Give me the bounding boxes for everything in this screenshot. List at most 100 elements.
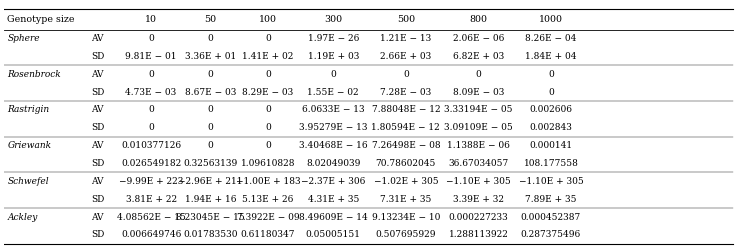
Text: 8.29E − 03: 8.29E − 03 [242,88,294,97]
Text: 0: 0 [148,34,154,43]
Text: −2.96E + 211: −2.96E + 211 [178,177,242,186]
Text: AV: AV [91,212,104,222]
Text: 0.287375496: 0.287375496 [521,230,581,239]
Text: 0: 0 [207,34,213,43]
Text: 1.97E − 26: 1.97E − 26 [307,34,359,43]
Text: Griewank: Griewank [7,141,52,150]
Text: −9.99E + 223: −9.99E + 223 [119,177,183,186]
Text: 1.94E + 16: 1.94E + 16 [185,195,236,204]
Text: SD: SD [91,123,105,132]
Text: 0.507695929: 0.507695929 [375,230,436,239]
Text: 0: 0 [476,70,481,79]
Text: 1.41E + 02: 1.41E + 02 [242,52,294,61]
Text: 0: 0 [207,70,213,79]
Text: 8.02049039: 8.02049039 [306,159,361,168]
Text: 8.49609E − 14: 8.49609E − 14 [299,212,368,222]
Text: −1.00E + 183: −1.00E + 183 [236,177,301,186]
Text: 0: 0 [148,70,154,79]
Text: 3.39E + 32: 3.39E + 32 [453,195,504,204]
Text: AV: AV [91,141,104,150]
Text: Schwefel: Schwefel [7,177,49,186]
Text: 1.09610828: 1.09610828 [241,159,295,168]
Text: 0.002843: 0.002843 [530,123,572,132]
Text: 0: 0 [148,106,154,114]
Text: 9.81E − 01: 9.81E − 01 [126,52,177,61]
Text: 4.73E − 03: 4.73E − 03 [126,88,177,97]
Text: 108.177558: 108.177558 [524,159,578,168]
Text: 3.81E + 22: 3.81E + 22 [126,195,177,204]
Text: 1.288113922: 1.288113922 [449,230,509,239]
Text: 7.3922E − 09: 7.3922E − 09 [237,212,299,222]
Text: 6.82E + 03: 6.82E + 03 [453,52,504,61]
Text: 6.0633E − 13: 6.0633E − 13 [302,106,364,114]
Text: 0: 0 [403,70,408,79]
Text: 4.08562E − 15: 4.08562E − 15 [117,212,186,222]
Text: 7.89E + 35: 7.89E + 35 [525,195,577,204]
Text: 4.31E + 35: 4.31E + 35 [307,195,359,204]
Text: Rastrigin: Rastrigin [7,106,49,114]
Text: 0: 0 [207,141,213,150]
Text: SD: SD [91,52,105,61]
Text: 9.13234E − 10: 9.13234E − 10 [372,212,440,222]
Text: AV: AV [91,34,104,43]
Text: 0: 0 [266,123,271,132]
Text: 0.01783530: 0.01783530 [183,230,238,239]
Text: 70.78602045: 70.78602045 [375,159,436,168]
Text: 0: 0 [266,34,271,43]
Text: 800: 800 [470,15,488,24]
Text: 0.32563139: 0.32563139 [183,159,237,168]
Text: −2.37E + 306: −2.37E + 306 [301,177,366,186]
Text: SD: SD [91,195,105,204]
Text: 0.002606: 0.002606 [530,106,572,114]
Text: 3.95279E − 13: 3.95279E − 13 [299,123,367,132]
Text: 0.026549182: 0.026549182 [121,159,181,168]
Text: 0: 0 [148,123,154,132]
Text: 50: 50 [204,15,216,24]
Text: 0: 0 [266,141,271,150]
Text: 1.55E − 02: 1.55E − 02 [307,88,359,97]
Text: SD: SD [91,230,105,239]
Text: 0: 0 [207,123,213,132]
Text: 1.21E − 13: 1.21E − 13 [380,34,432,43]
Text: 0.000141: 0.000141 [530,141,572,150]
Text: 0.000452387: 0.000452387 [521,212,581,222]
Text: 8.23045E − 15: 8.23045E − 15 [176,212,245,222]
Text: SD: SD [91,159,105,168]
Text: 2.66E + 03: 2.66E + 03 [380,52,432,61]
Text: −1.10E + 305: −1.10E + 305 [446,177,511,186]
Text: 0: 0 [548,88,554,97]
Text: 0.05005151: 0.05005151 [306,230,361,239]
Text: 2.06E − 06: 2.06E − 06 [453,34,504,43]
Text: Sphere: Sphere [7,34,40,43]
Text: 10: 10 [145,15,157,24]
Text: 8.67E − 03: 8.67E − 03 [185,88,236,97]
Text: 0: 0 [548,70,554,79]
Text: 3.09109E − 05: 3.09109E − 05 [444,123,513,132]
Text: 0: 0 [266,106,271,114]
Text: 0: 0 [331,70,336,79]
Text: 7.28E − 03: 7.28E − 03 [380,88,432,97]
Text: 1.1388E − 06: 1.1388E − 06 [447,141,510,150]
Text: 7.88048E − 12: 7.88048E − 12 [372,106,440,114]
Text: 3.40468E − 16: 3.40468E − 16 [299,141,367,150]
Text: Genotype size: Genotype size [7,15,75,24]
Text: 0: 0 [207,106,213,114]
Text: AV: AV [91,177,104,186]
Text: 5.13E + 26: 5.13E + 26 [242,195,294,204]
Text: 0.61180347: 0.61180347 [241,230,295,239]
Text: 3.33194E − 05: 3.33194E − 05 [444,106,512,114]
Text: 1.80594E − 12: 1.80594E − 12 [372,123,441,132]
Text: 7.31E + 35: 7.31E + 35 [380,195,432,204]
Text: 100: 100 [259,15,277,24]
Text: Rosenbrock: Rosenbrock [7,70,61,79]
Text: 8.09E − 03: 8.09E − 03 [453,88,504,97]
Text: 0.010377126: 0.010377126 [121,141,181,150]
Text: −1.02E + 305: −1.02E + 305 [373,177,438,186]
Text: 7.26498E − 08: 7.26498E − 08 [372,141,440,150]
Text: −1.10E + 305: −1.10E + 305 [518,177,583,186]
Text: 36.67034057: 36.67034057 [448,159,509,168]
Text: 1000: 1000 [539,15,563,24]
Text: 0.000227233: 0.000227233 [449,212,509,222]
Text: AV: AV [91,106,104,114]
Text: AV: AV [91,70,104,79]
